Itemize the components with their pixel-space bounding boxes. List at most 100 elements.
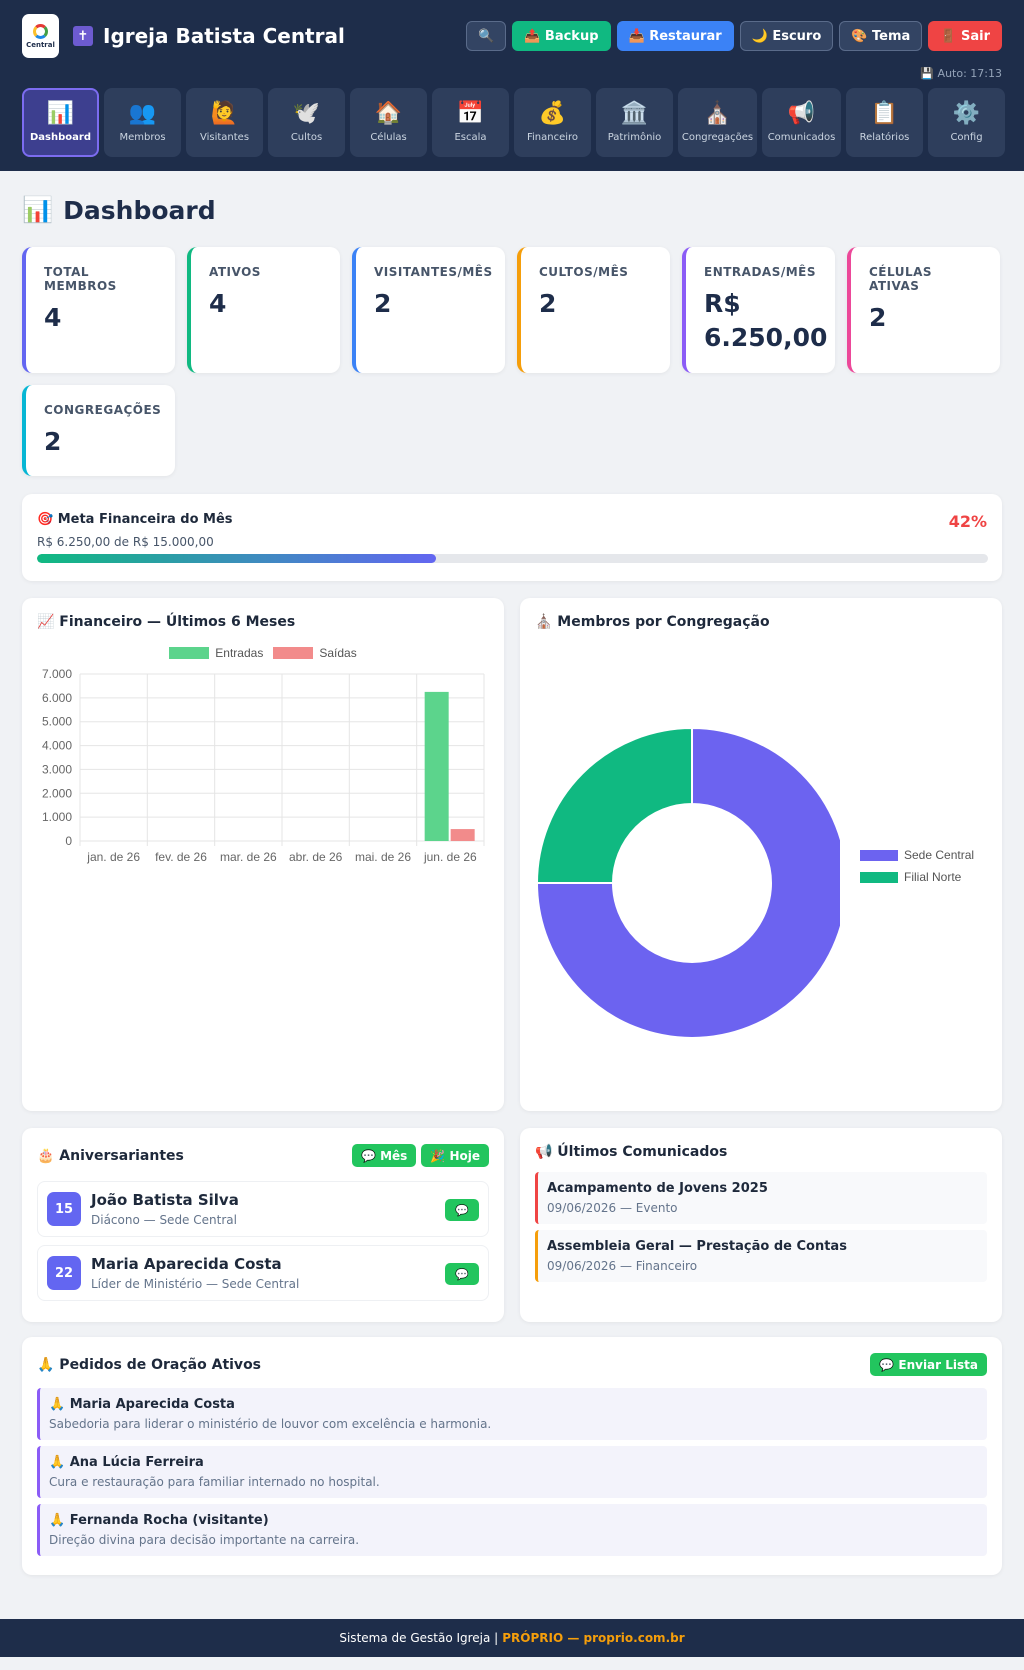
prayer-item: 🙏 Maria Aparecida Costa Sabedoria para li…	[37, 1388, 987, 1441]
nav-label: Visitantes	[199, 131, 250, 143]
stat-value: 4	[209, 289, 227, 318]
nav-label: Escala	[454, 131, 487, 143]
y-tick-label: 6.000	[42, 691, 72, 705]
members-chart-legend: Sede Central Filial Norte	[860, 848, 974, 892]
chart-icon: 📊	[22, 195, 54, 224]
stats-grid: TOTAL MEMBROS 4 ATIVOS 4 VISITANTES/MÊS 2 CULT…	[22, 247, 1002, 477]
legend-swatch	[273, 647, 314, 660]
nav-item-comunicados[interactable]: 📢 Comunicados	[762, 88, 841, 157]
nav-item-escala[interactable]: 📅 Escala	[432, 88, 509, 157]
goal-progress-track	[37, 554, 988, 564]
send-prayer-list-button[interactable]: 💬 Enviar Lista	[870, 1353, 987, 1377]
nav-label: Células	[370, 131, 407, 143]
legend-item[interactable]: Entradas	[169, 646, 263, 660]
prayers-card: 🙏 Pedidos de Oração Ativos 💬 Enviar List…	[22, 1337, 1002, 1576]
stat-card: VISITANTES/MÊS 2	[352, 247, 505, 373]
news-item-title: Assembleia Geral — Prestação de Contas	[547, 1239, 847, 1255]
stat-label: CÉLULAS ATIVAS	[869, 265, 933, 293]
nav-item-dashboard[interactable]: 📊 Dashboard	[22, 88, 99, 157]
theme-button[interactable]: 🎨 Tema	[839, 21, 923, 51]
nav-item-financeiro[interactable]: 💰 Financeiro	[514, 88, 591, 157]
news-item[interactable]: Assembleia Geral — Prestação de Contas 09…	[535, 1230, 987, 1283]
stat-value: 2	[44, 426, 62, 456]
cross-icon: ✝	[73, 26, 93, 46]
nav-item-visitantes[interactable]: 🙋 Visitantes	[186, 88, 263, 157]
nav-label: Patrimônio	[607, 131, 662, 143]
legend-item[interactable]: Saídas	[273, 646, 357, 660]
finance-chart-title: 📈 Financeiro — Últimos 6 Meses	[37, 614, 296, 631]
auto-save-status: 💾 Auto: 17:13	[920, 67, 1002, 80]
birthday-role: Líder de Ministério — Sede Central	[91, 1277, 300, 1292]
news-item[interactable]: Acampamento de Jovens 2025 09/06/2026 — E…	[535, 1172, 987, 1225]
finance-bar-chart: 0 1.000 2.000 3.000 4.000 5.000 6.000 7.000 jan.…	[42, 667, 485, 864]
stat-value: 4	[44, 303, 62, 332]
nav-label: Config	[950, 131, 983, 143]
dark-mode-button[interactable]: 🌙 Escuro	[739, 21, 834, 51]
birthday-item: 22 Maria Aparecida Costa Líder de Ministér…	[37, 1245, 489, 1302]
birthdays-title: 🎂 Aniversariantes	[37, 1147, 184, 1164]
legend-item[interactable]: Sede Central	[860, 848, 974, 862]
visitantes-icon: 🙋	[210, 100, 239, 126]
stat-label: ENTRADAS/MÊS	[704, 265, 817, 279]
page-title-text: Dashboard	[63, 195, 216, 225]
goal-subtitle: R$ 6.250,00 de R$ 15.000,00	[37, 535, 214, 550]
nav-item-congregacoes[interactable]: ⛪ Congregações	[678, 88, 757, 157]
x-tick-label: mai. de 26	[355, 850, 411, 864]
donut-slice[interactable]	[535, 727, 840, 1040]
birthday-name: João Batista Silva	[91, 1191, 239, 1210]
donut-slice[interactable]	[535, 727, 693, 885]
stat-label: ATIVOS	[209, 265, 261, 279]
nav-item-cultos[interactable]: 🕊️ Cultos	[268, 88, 345, 157]
news-title: 📢 Últimos Comunicados	[535, 1144, 728, 1161]
birthdays-today-button[interactable]: 🎉 Hoje	[421, 1144, 489, 1168]
nav-label: Dashboard	[30, 131, 91, 143]
relatorios-icon: 📋	[870, 100, 899, 126]
footer-text: Sistema de Gestão Igreja |	[339, 1631, 499, 1646]
backup-button[interactable]: 📤 Backup	[512, 21, 611, 51]
x-tick-label: jan. de 26	[86, 850, 140, 864]
bar-saídas[interactable]	[450, 829, 475, 842]
brand: Central ✝ Igreja Batista Central	[22, 14, 345, 58]
members-donut-chart	[535, 727, 840, 1040]
nav-label: Comunicados	[767, 131, 836, 143]
nav-item-celulas[interactable]: 🏠 Células	[350, 88, 427, 157]
stat-label: CULTOS/MÊS	[539, 265, 629, 279]
prayer-text: Cura e restauração para familiar interna…	[49, 1475, 380, 1490]
legend-item[interactable]: Filial Norte	[860, 870, 974, 884]
restore-button[interactable]: 📥 Restaurar	[616, 21, 734, 51]
stat-value: 2	[869, 303, 887, 332]
y-tick-label: 3.000	[42, 763, 72, 777]
birthday-name: Maria Aparecida Costa	[91, 1255, 282, 1274]
nav-item-patrimonio[interactable]: 🏛️ Patrimônio	[596, 88, 673, 157]
stat-card: CONGREGAÇÕES 2	[22, 384, 175, 477]
search-button[interactable]: 🔍	[466, 21, 507, 51]
church-name-wrap: ✝ Igreja Batista Central	[73, 24, 345, 48]
birthday-day-badge: 15	[47, 1192, 81, 1227]
bar-entradas[interactable]	[424, 692, 449, 842]
whatsapp-message-button[interactable]: 💬	[445, 1263, 479, 1286]
cultos-icon: 🕊️	[292, 100, 321, 126]
prayers-list: 🙏 Maria Aparecida Costa Sabedoria para li…	[37, 1388, 987, 1557]
logout-button[interactable]: 🚪 Sair	[928, 21, 1002, 51]
footer-brand: PRÓPRIO — proprio.com.br	[502, 1631, 685, 1646]
goal-percent: 42%	[948, 512, 987, 532]
stat-label: CONGREGAÇÕES	[44, 402, 162, 417]
news-card: 📢 Últimos Comunicados Acampamento de Jov…	[520, 1128, 1002, 1323]
main-content: 📊 Dashboard TOTAL MEMBROS 4 ATIVOS 4 VISITAN…	[0, 171, 1024, 1576]
legend-swatch	[860, 871, 898, 883]
news-item-meta: 09/06/2026 — Financeiro	[547, 1259, 698, 1274]
footer: Sistema de Gestão Igreja | PRÓPRIO — pro…	[0, 1619, 1024, 1658]
nav-label: Financeiro	[526, 131, 579, 143]
nav-item-relatorios[interactable]: 📋 Relatórios	[846, 88, 923, 157]
nav-item-config[interactable]: ⚙️ Config	[928, 88, 1005, 157]
y-tick-label: 5.000	[42, 715, 72, 729]
nav-label: Congregações	[681, 131, 754, 143]
stat-label: TOTAL MEMBROS	[44, 265, 117, 293]
whatsapp-message-button[interactable]: 💬	[445, 1199, 479, 1222]
legend-swatch	[169, 647, 210, 660]
birthdays-month-button[interactable]: 💬 Mês	[351, 1144, 417, 1168]
nav-item-membros[interactable]: 👥 Membros	[104, 88, 181, 157]
members-chart-title: ⛪ Membros por Congregação	[535, 614, 770, 631]
stat-label: VISITANTES/MÊS	[374, 265, 493, 279]
dashboard-icon: 📊	[46, 100, 75, 126]
